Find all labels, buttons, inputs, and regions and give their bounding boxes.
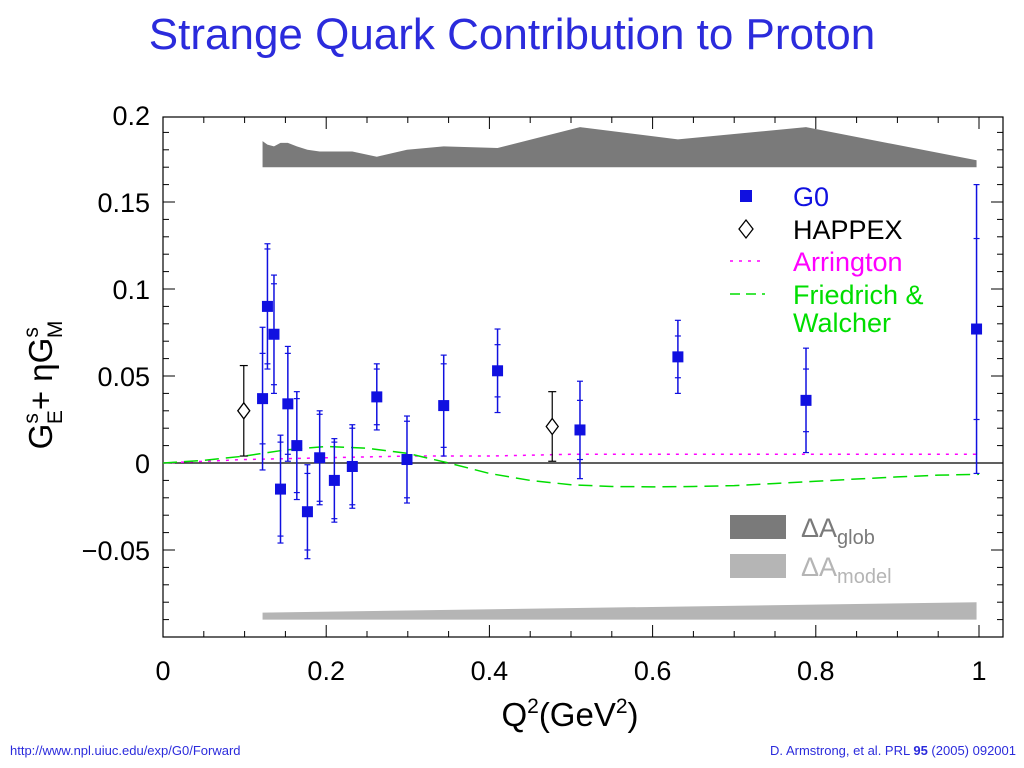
footer-citation: D. Armstrong, et al. PRL 95 (2005) 09200…	[770, 743, 1016, 758]
g0-point	[401, 454, 413, 466]
g0-point	[314, 452, 326, 464]
x-tick-label: 0.8	[797, 656, 835, 686]
chart: 0 0.2 0.4 0.6 0.8 1 −0.05 0 0.05 0.1 0.15 0.2 G0HAP…	[20, 101, 1004, 733]
legend-happex-marker	[738, 218, 754, 240]
g0-point	[301, 506, 313, 518]
points-layer	[236, 184, 983, 560]
happex-point	[236, 401, 251, 420]
g0-point	[261, 300, 273, 312]
curve-arrington	[162, 453, 979, 464]
citation-prefix: D. Armstrong, et al. PRL	[770, 743, 914, 758]
g0-point	[672, 351, 684, 363]
band-legend-label: ΔAglob	[801, 513, 875, 549]
legend-label: Walcher	[793, 308, 891, 338]
g0-point	[438, 400, 450, 412]
legend-g0-marker	[740, 190, 752, 202]
y-tick-label: 0.05	[97, 362, 150, 392]
g0-point	[268, 328, 280, 340]
band-legend-swatch	[730, 554, 786, 578]
x-tick-label: 0.2	[307, 656, 345, 686]
y-tick-label: 0.1	[112, 275, 150, 305]
g0-point	[291, 440, 303, 452]
band-legend-swatch	[730, 515, 786, 539]
x-tick-label: 0.4	[471, 656, 509, 686]
axes-layer: 0 0.2 0.4 0.6 0.8 1 −0.05 0 0.05 0.1 0.15 0.2	[82, 101, 1004, 686]
legend-label: Friedrich &	[793, 280, 924, 310]
y-tick-label: −0.05	[82, 536, 150, 566]
y-tick-label: 0	[135, 449, 150, 479]
x-axis-label: Q2(GeV2)	[501, 695, 638, 733]
footer-url[interactable]: http://www.npl.uiuc.edu/exp/G0/Forward	[10, 743, 241, 758]
plot-frame	[162, 116, 1004, 638]
g0-point	[257, 393, 269, 405]
g0-point	[346, 460, 358, 472]
curve-friedrich-walcher	[162, 445, 980, 488]
bands-layer	[262, 127, 977, 620]
slide-title: Strange Quark Contribution to Proton	[148, 10, 876, 59]
g0-point	[282, 398, 294, 410]
band-legend-label: ΔAmodel	[801, 552, 892, 588]
band-model	[262, 602, 977, 620]
g0-point	[328, 474, 340, 486]
x-tick-label: 0.6	[634, 656, 672, 686]
x-tick-label: 1	[971, 656, 986, 686]
y-tick-label: 0.2	[112, 101, 150, 131]
g0-point	[275, 483, 287, 495]
curves-layer	[162, 445, 980, 488]
band-glob	[262, 127, 977, 168]
citation-suffix: (2005) 092001	[927, 743, 1016, 758]
y-axis-label: GsE+ ηGsM	[20, 321, 67, 450]
legend-label: Arrington	[793, 247, 903, 277]
happex-point	[545, 417, 560, 436]
citation-volume: 95	[913, 743, 928, 758]
legend-label: HAPPEX	[793, 215, 903, 245]
g0-point	[800, 394, 812, 406]
g0-point	[971, 323, 983, 335]
x-tick-label: 0	[155, 656, 170, 686]
y-tick-label: 0.15	[97, 188, 150, 218]
legend-label: G0	[793, 182, 829, 212]
g0-point	[574, 424, 586, 436]
g0-point	[371, 391, 383, 403]
g0-point	[492, 365, 504, 377]
